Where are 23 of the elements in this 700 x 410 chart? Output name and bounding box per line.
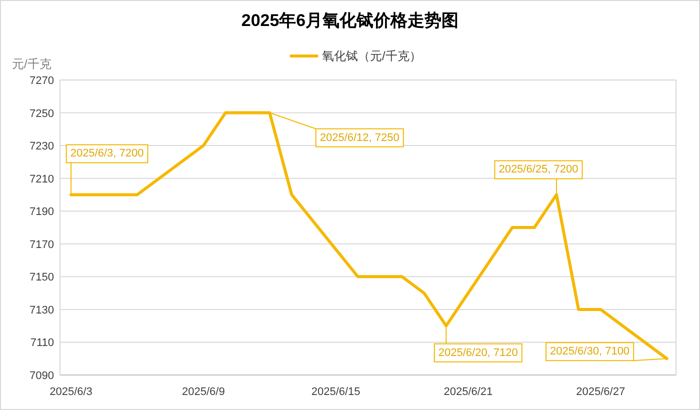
y-tick-label: 7090 — [30, 370, 54, 382]
chart-title: 2025年6月氧化铽价格走势图 — [241, 11, 459, 30]
y-tick-label: 7210 — [30, 173, 54, 186]
annotation: 2025/6/20, 7120 — [438, 346, 518, 359]
annotation: 2025/6/25, 7200 — [498, 164, 578, 176]
x-tick-label: 2025/6/27 — [576, 386, 626, 398]
x-tick-label: 2025/6/3 — [50, 386, 92, 398]
annotation: 2025/6/30, 7100 — [550, 346, 630, 358]
y-tick-label: 7230 — [30, 140, 54, 153]
x-tick-label: 2025/6/15 — [311, 386, 360, 398]
annotation: 2025/6/3, 7200 — [70, 148, 144, 160]
y-tick-label: 7150 — [30, 272, 54, 284]
y-tick-label: 7170 — [30, 238, 54, 251]
y-tick-label: 7270 — [30, 75, 54, 87]
y-tick-label: 7110 — [30, 337, 54, 350]
y-axis-title: 元/千克 — [12, 57, 52, 71]
annotation: 2025/6/12, 7250 — [320, 132, 400, 144]
x-tick-label: 2025/6/9 — [182, 386, 225, 398]
legend-label: 氧化铽（元/千克） — [322, 49, 422, 63]
y-tick-label: 7130 — [30, 304, 54, 316]
y-tick-label: 7250 — [30, 108, 54, 120]
y-tick-label: 7190 — [30, 206, 54, 218]
x-tick-label: 2025/6/21 — [444, 386, 493, 398]
